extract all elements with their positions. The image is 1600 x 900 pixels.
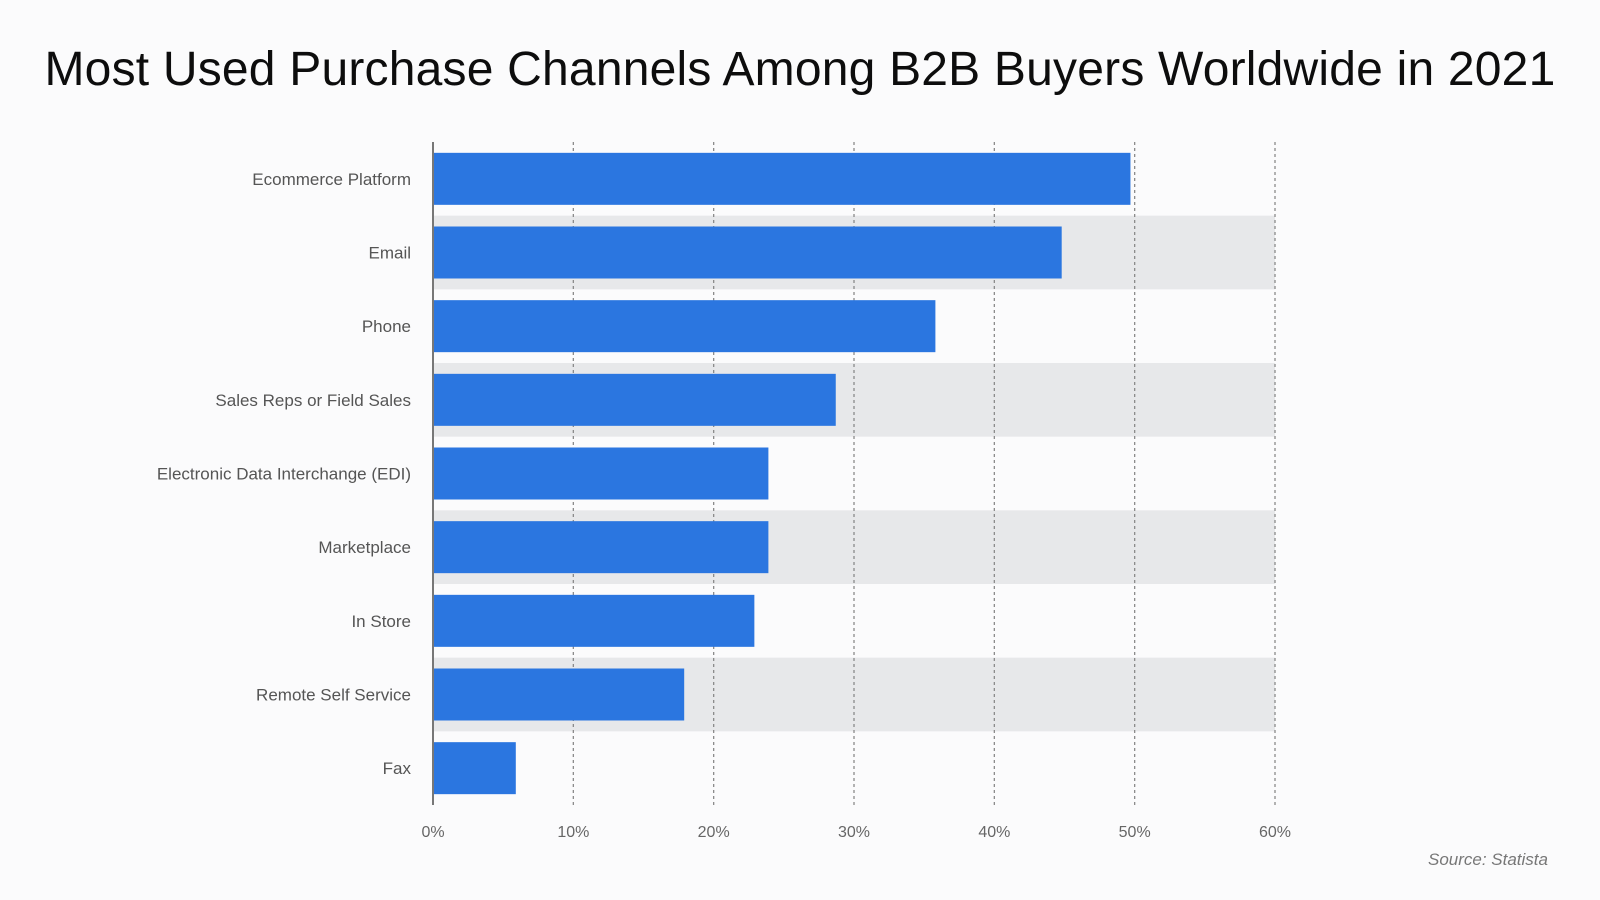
bar: [433, 668, 685, 721]
bar: [433, 447, 769, 500]
bar: [433, 521, 769, 574]
category-label: Email: [368, 244, 411, 263]
bar: [433, 300, 936, 353]
x-tick-label: 0%: [421, 824, 444, 841]
bar: [433, 373, 836, 426]
category-label: Electronic Data Interchange (EDI): [157, 465, 411, 484]
x-axis-tick-labels: 0% 10% 20% 30% 40% 50% 60%: [421, 824, 1291, 841]
bar: [433, 742, 516, 795]
x-tick-label: 10%: [557, 824, 589, 841]
bars: [433, 152, 1131, 795]
category-label: Ecommerce Platform: [252, 170, 411, 189]
bar: [433, 594, 755, 647]
x-tick-label: 60%: [1259, 824, 1291, 841]
bar: [433, 152, 1131, 205]
category-labels: Ecommerce Platform Email Phone Sales Reps o…: [157, 170, 412, 778]
category-label: In Store: [351, 612, 411, 631]
category-label: Marketplace: [318, 538, 411, 557]
category-label: Remote Self Service: [256, 686, 411, 705]
x-tick-label: 50%: [1119, 824, 1151, 841]
source-note: Source: Statista: [1427, 850, 1548, 869]
category-label: Phone: [362, 317, 411, 336]
category-label: Fax: [383, 759, 412, 778]
chart-title: Most Used Purchase Channels Among B2B Bu…: [44, 43, 1556, 96]
x-tick-label: 20%: [698, 824, 730, 841]
bar: [433, 226, 1062, 279]
category-label: Sales Reps or Field Sales: [215, 391, 411, 410]
x-tick-label: 40%: [978, 824, 1010, 841]
x-tick-label: 30%: [838, 824, 870, 841]
